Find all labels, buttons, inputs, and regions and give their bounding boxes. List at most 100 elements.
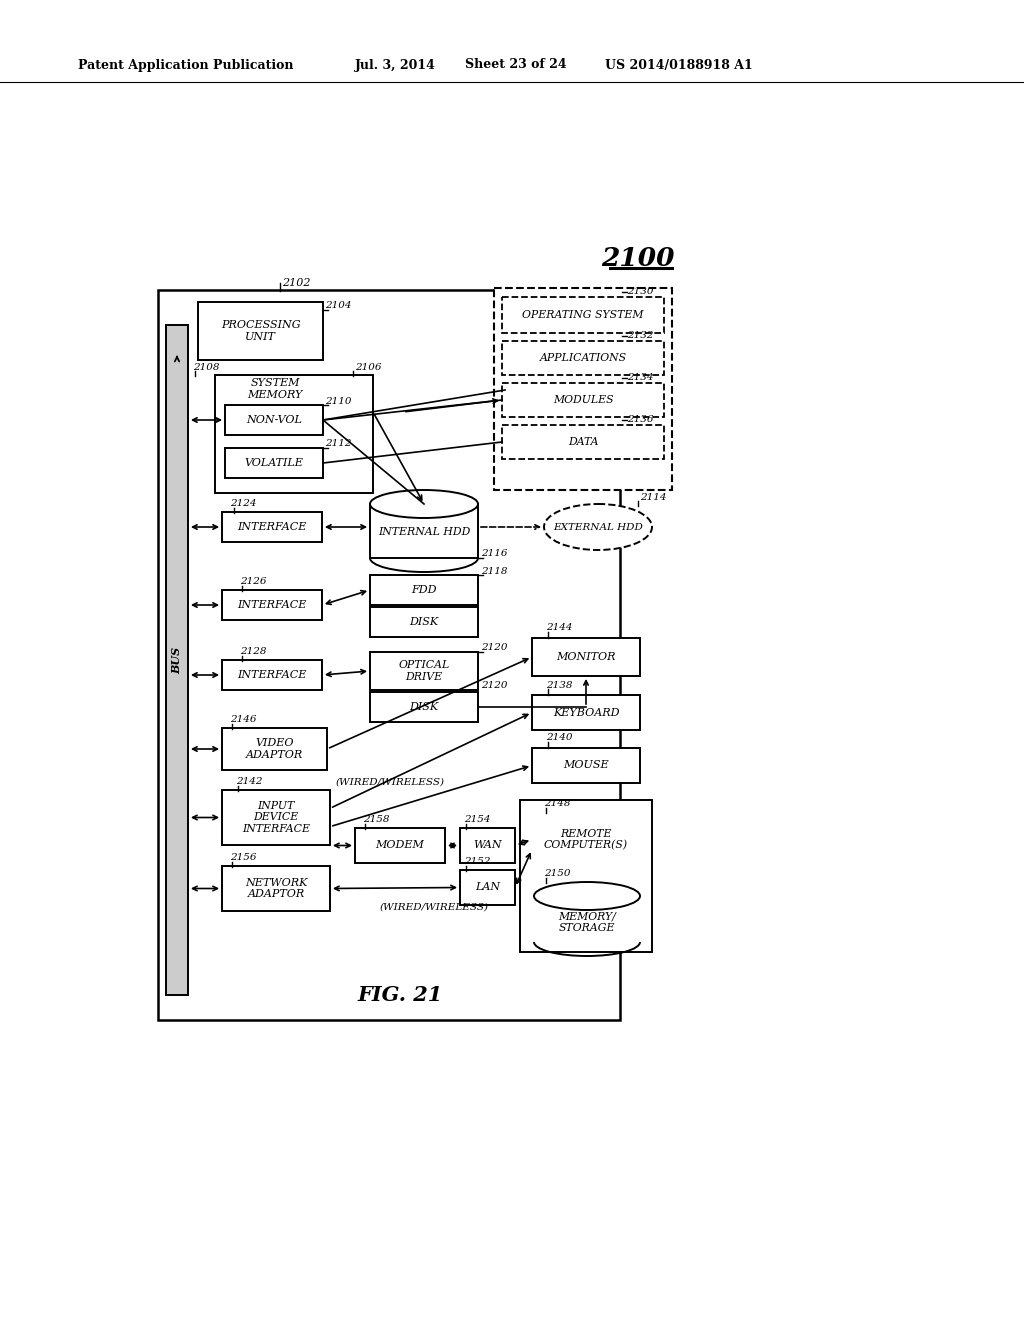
- FancyBboxPatch shape: [502, 297, 664, 333]
- Text: LAN: LAN: [475, 883, 500, 892]
- Text: 2100: 2100: [601, 246, 675, 271]
- Text: 2106: 2106: [355, 363, 382, 371]
- FancyBboxPatch shape: [370, 576, 478, 605]
- Text: INTERFACE: INTERFACE: [238, 521, 306, 532]
- FancyBboxPatch shape: [370, 692, 478, 722]
- Text: MODULES: MODULES: [553, 395, 613, 405]
- Text: INPUT
DEVICE
INTERFACE: INPUT DEVICE INTERFACE: [242, 801, 310, 834]
- FancyBboxPatch shape: [225, 405, 323, 436]
- FancyBboxPatch shape: [460, 870, 515, 906]
- Text: 2116: 2116: [481, 549, 508, 558]
- Text: SYSTEM
MEMORY: SYSTEM MEMORY: [248, 379, 303, 400]
- FancyBboxPatch shape: [460, 828, 515, 863]
- Text: NETWORK
ADAPTOR: NETWORK ADAPTOR: [245, 878, 307, 899]
- Text: 2120: 2120: [481, 681, 508, 690]
- Text: FIG. 21: FIG. 21: [357, 985, 442, 1005]
- Text: Patent Application Publication: Patent Application Publication: [78, 58, 294, 71]
- FancyBboxPatch shape: [532, 638, 640, 676]
- Text: WAN: WAN: [473, 841, 502, 850]
- FancyBboxPatch shape: [370, 652, 478, 690]
- FancyBboxPatch shape: [158, 290, 620, 1020]
- Text: 2148: 2148: [544, 800, 570, 808]
- Text: VIDEO
ADAPTOR: VIDEO ADAPTOR: [246, 738, 303, 760]
- Text: NON-VOL: NON-VOL: [246, 414, 302, 425]
- Text: INTERFACE: INTERFACE: [238, 601, 306, 610]
- Text: INTERNAL HDD: INTERNAL HDD: [378, 527, 470, 537]
- Text: REMOTE
COMPUTER(S): REMOTE COMPUTER(S): [544, 829, 628, 850]
- FancyBboxPatch shape: [222, 789, 330, 845]
- Text: FDD: FDD: [412, 585, 437, 595]
- Text: PROCESSING
UNIT: PROCESSING UNIT: [221, 321, 300, 342]
- Text: 2120: 2120: [481, 644, 508, 652]
- Text: 2140: 2140: [546, 734, 572, 742]
- FancyBboxPatch shape: [532, 696, 640, 730]
- Text: 2144: 2144: [546, 623, 572, 632]
- Text: MOUSE: MOUSE: [563, 760, 609, 771]
- FancyBboxPatch shape: [222, 660, 322, 690]
- Text: Jul. 3, 2014: Jul. 3, 2014: [355, 58, 436, 71]
- FancyBboxPatch shape: [225, 447, 323, 478]
- Text: DISK: DISK: [410, 702, 438, 711]
- FancyBboxPatch shape: [222, 729, 327, 770]
- Text: 2132: 2132: [627, 330, 653, 339]
- Text: 2114: 2114: [640, 492, 667, 502]
- FancyBboxPatch shape: [494, 288, 672, 490]
- Text: 2104: 2104: [325, 301, 351, 310]
- FancyBboxPatch shape: [520, 800, 652, 952]
- FancyBboxPatch shape: [166, 325, 188, 995]
- FancyBboxPatch shape: [532, 748, 640, 783]
- Text: 2138: 2138: [546, 681, 572, 689]
- Text: 2110: 2110: [325, 396, 351, 405]
- Text: US 2014/0188918 A1: US 2014/0188918 A1: [605, 58, 753, 71]
- Text: KEYBOARD: KEYBOARD: [553, 708, 620, 718]
- Text: APPLICATIONS: APPLICATIONS: [540, 352, 627, 363]
- Text: 2130: 2130: [627, 286, 653, 296]
- Ellipse shape: [544, 504, 652, 550]
- Text: 2124: 2124: [230, 499, 256, 508]
- FancyBboxPatch shape: [370, 504, 478, 558]
- Text: 2108: 2108: [193, 363, 219, 371]
- Text: VOLATILE: VOLATILE: [245, 458, 303, 469]
- FancyBboxPatch shape: [222, 512, 322, 543]
- Text: MODEM: MODEM: [376, 841, 424, 850]
- Text: MEMORY/
STORAGE: MEMORY/ STORAGE: [558, 911, 615, 933]
- Text: 2146: 2146: [230, 715, 256, 725]
- FancyBboxPatch shape: [502, 383, 664, 417]
- Text: 2128: 2128: [240, 648, 266, 656]
- FancyBboxPatch shape: [532, 812, 640, 867]
- FancyBboxPatch shape: [502, 341, 664, 375]
- Text: 2134: 2134: [627, 372, 653, 381]
- Text: Sheet 23 of 24: Sheet 23 of 24: [465, 58, 566, 71]
- Text: OPERATING SYSTEM: OPERATING SYSTEM: [522, 310, 644, 319]
- Text: OPTICAL
DRIVE: OPTICAL DRIVE: [398, 660, 450, 682]
- Text: EXTERNAL HDD: EXTERNAL HDD: [553, 523, 643, 532]
- Text: 2102: 2102: [282, 279, 310, 288]
- Text: 2118: 2118: [481, 566, 508, 576]
- Text: 2150: 2150: [544, 870, 570, 879]
- FancyBboxPatch shape: [355, 828, 445, 863]
- Text: 2154: 2154: [464, 816, 490, 825]
- Text: INTERFACE: INTERFACE: [238, 671, 306, 680]
- Text: (WIRED/WIRELESS): (WIRED/WIRELESS): [380, 903, 489, 912]
- Text: MONITOR: MONITOR: [556, 652, 615, 663]
- Text: 2142: 2142: [236, 777, 262, 787]
- Text: 2126: 2126: [240, 578, 266, 586]
- FancyBboxPatch shape: [222, 866, 330, 911]
- Text: 2136: 2136: [627, 414, 653, 424]
- Text: 2152: 2152: [464, 858, 490, 866]
- Ellipse shape: [370, 490, 478, 517]
- Text: (WIRED/WIRELESS): (WIRED/WIRELESS): [336, 777, 445, 787]
- Text: 2156: 2156: [230, 854, 256, 862]
- Text: BUS: BUS: [171, 647, 182, 673]
- FancyBboxPatch shape: [502, 425, 664, 459]
- Text: DATA: DATA: [567, 437, 598, 447]
- Ellipse shape: [534, 882, 640, 909]
- FancyBboxPatch shape: [198, 302, 323, 360]
- Text: 2112: 2112: [325, 440, 351, 449]
- FancyBboxPatch shape: [370, 607, 478, 638]
- FancyBboxPatch shape: [534, 896, 640, 942]
- FancyBboxPatch shape: [215, 375, 373, 492]
- Text: DISK: DISK: [410, 616, 438, 627]
- FancyBboxPatch shape: [222, 590, 322, 620]
- Text: 2158: 2158: [362, 816, 389, 825]
